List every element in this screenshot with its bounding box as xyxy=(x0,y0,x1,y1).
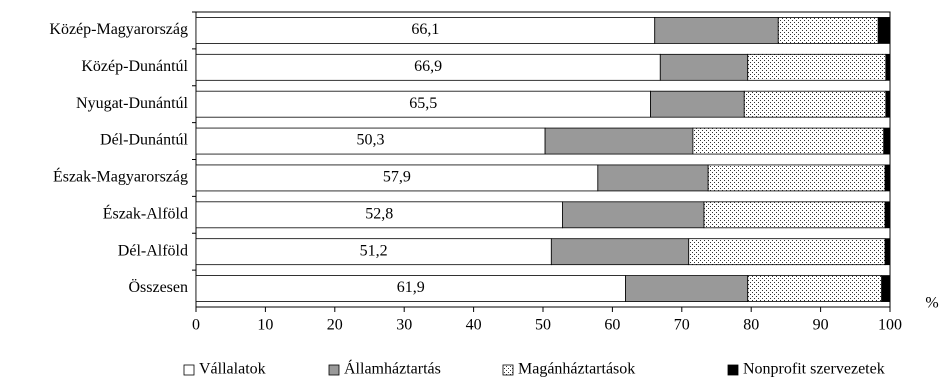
y-tick-label: Észak-Magyarország xyxy=(53,167,188,186)
y-tick-label: Nyugat-Dunántúl xyxy=(76,95,189,112)
bar-segment xyxy=(597,164,709,192)
value-label: 51,2 xyxy=(360,242,388,259)
bar-segment xyxy=(550,238,690,266)
bar-segment xyxy=(743,90,887,118)
legend-swatch xyxy=(328,364,340,376)
x-tick-label: 10 xyxy=(257,317,273,334)
value-label: 52,8 xyxy=(365,205,393,222)
bar-segment xyxy=(195,53,661,81)
bar-segment xyxy=(881,275,891,302)
x-tick-label: 70 xyxy=(674,317,690,334)
value-label: 57,9 xyxy=(383,169,411,186)
legend-label: Vállalatok xyxy=(199,361,266,378)
bar-segment xyxy=(877,17,891,44)
y-tick-label: Közép-Magyarország xyxy=(49,21,188,38)
bar-segment xyxy=(195,275,626,302)
bar-segment xyxy=(650,90,745,118)
bar-segment xyxy=(883,127,891,155)
bar-segment xyxy=(884,164,891,192)
bar-segment xyxy=(195,164,599,192)
y-tick-label: Észak-Alföld xyxy=(103,203,188,222)
bar-segment xyxy=(707,164,886,192)
legend-swatch xyxy=(183,364,195,376)
y-tick-label: Közép-Dunántúl xyxy=(81,58,188,75)
bar-segment xyxy=(747,275,883,302)
x-tick-label: 90 xyxy=(813,317,829,334)
value-label: 66,9 xyxy=(414,58,442,75)
x-tick-label: 40 xyxy=(466,317,482,334)
bar-segment xyxy=(884,201,891,229)
bar-segment xyxy=(777,17,879,44)
value-label: 65,5 xyxy=(409,95,437,112)
x-axis-label: % xyxy=(925,295,938,312)
bar-segment xyxy=(625,275,749,302)
legend-swatch xyxy=(502,364,514,376)
bar-segment xyxy=(195,17,656,44)
x-tick-label: 100 xyxy=(878,317,902,334)
bar-segment xyxy=(688,238,886,266)
bar-segment xyxy=(747,53,887,81)
bar-segment xyxy=(195,201,563,229)
x-tick-label: 80 xyxy=(743,317,759,334)
bar-segment xyxy=(884,238,891,266)
bar-segment xyxy=(659,53,749,81)
legend-swatch xyxy=(727,364,739,376)
bar-segment xyxy=(885,53,891,81)
x-tick-label: 50 xyxy=(535,317,551,334)
bar-segment xyxy=(544,127,694,155)
bar-segment xyxy=(654,17,779,44)
value-label: 61,9 xyxy=(397,279,425,296)
bar-segment xyxy=(692,127,885,155)
bar-segment xyxy=(885,90,891,118)
y-tick-label: Összesen xyxy=(128,278,188,296)
value-label: 50,3 xyxy=(357,132,385,149)
legend-label: Magánháztartások xyxy=(518,361,635,378)
legend-label: Nonprofit szervezetek xyxy=(743,361,885,378)
x-tick-label: 0 xyxy=(192,317,200,334)
value-label: 66,1 xyxy=(411,21,439,38)
bar-segment xyxy=(195,127,546,155)
bar-segment xyxy=(562,201,705,229)
bar-segment xyxy=(195,90,651,118)
legend-label: Államháztartás xyxy=(344,359,441,378)
x-tick-label: 20 xyxy=(327,317,343,334)
y-tick-label: Dél-Dunántúl xyxy=(100,132,189,149)
bar-segment xyxy=(195,238,552,266)
y-tick-label: Dél-Alföld xyxy=(118,242,188,259)
x-tick-label: 30 xyxy=(396,317,412,334)
x-tick-label: 60 xyxy=(604,317,620,334)
bar-segment xyxy=(703,201,886,229)
